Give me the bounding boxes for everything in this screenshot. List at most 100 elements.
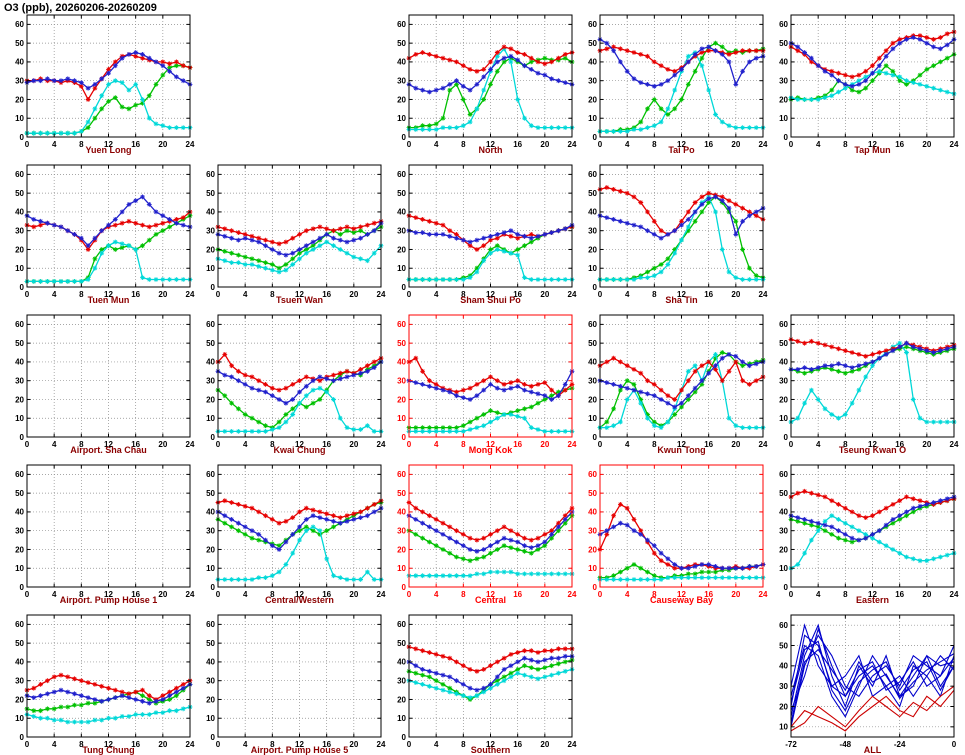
y-tick-label: 50 [397,39,406,48]
series-group [215,218,384,275]
y-tick-label: 0 [784,433,789,442]
x-tick-label: 0 [598,140,603,149]
y-tick-label: 50 [779,339,788,348]
x-tick-label: 8 [461,440,466,449]
y-tick-label: 0 [593,133,598,142]
y-tick-label: 60 [397,20,406,29]
y-tick-label: 40 [588,58,597,67]
y-tick-label: 30 [397,76,406,85]
y-tick-label: 10 [15,714,24,723]
chart-sham-shui-po: 0 4 8 12 16 20 24 0 10 20 30 40 50 60 Sham Shui Po [397,164,577,305]
x-tick-label: 8 [461,740,466,749]
chart-mong-kok: 0 4 8 12 16 20 24 0 10 20 30 40 50 60 Mong Kok [397,314,577,455]
y-tick-label: 40 [206,358,215,367]
x-tick-label: 16 [322,590,331,599]
x-tick-label: 16 [704,290,713,299]
y-tick-label: 0 [402,733,407,742]
x-tick-label: 12 [295,290,304,299]
series-group [406,355,575,434]
series-line-blue [790,644,955,718]
y-tick-label: 60 [15,470,24,479]
x-tick-label: 24 [377,440,386,449]
y-tick-label: 20 [588,245,597,254]
axis-ticks [408,165,573,288]
y-tick-label: 10 [206,564,215,573]
chart-tsuen-wan: 0 4 8 12 16 20 24 0 10 20 30 40 50 60 Tsuen Wan [206,164,386,305]
axis-labels: 0 4 8 12 16 20 24 0 10 20 30 40 50 60 [15,620,195,749]
axis-ticks [26,615,191,738]
y-tick-label: 30 [206,226,215,235]
x-tick-label: 0 [216,740,221,749]
grid-lines [600,315,763,437]
y-tick-label: 0 [20,133,25,142]
y-tick-label: 10 [397,564,406,573]
x-tick-label: 0 [407,740,412,749]
y-tick-label: 40 [588,508,597,517]
x-tick-label: 8 [79,140,84,149]
y-tick-label: 30 [15,526,24,535]
x-tick-label: 16 [131,440,140,449]
axis-ticks [408,465,573,588]
y-tick-label: 40 [206,508,215,517]
y-tick-label: 10 [588,414,597,423]
series-line-cyan [218,387,381,433]
y-tick-label: 50 [206,339,215,348]
axis-labels: 0 4 8 12 16 20 24 0 10 20 30 40 50 60 [206,320,386,449]
x-tick-label: 20 [731,290,740,299]
y-tick-label: 40 [206,658,215,667]
station-label: Yuen Long [86,145,132,155]
x-tick-label: 4 [434,290,439,299]
chart-causeway-bay: 0 4 8 12 16 20 24 0 10 20 30 40 50 60 Causeway Bay [588,464,768,605]
x-tick-label: 20 [349,290,358,299]
y-tick-label: 60 [397,320,406,329]
series-line-blue [790,648,955,723]
series-group [215,352,384,434]
x-tick-label: 8 [652,440,657,449]
axis-labels: 0 4 8 12 16 20 24 0 10 20 30 40 50 60 [397,170,577,299]
x-tick-label: 12 [295,740,304,749]
axis-ticks [599,165,764,288]
y-tick-label: 40 [397,208,406,217]
x-tick-label: 16 [322,740,331,749]
x-tick-label: 0 [25,590,30,599]
grid-lines [218,315,381,437]
x-tick-label: 20 [540,140,549,149]
y-tick-label: 20 [588,545,597,554]
series-line-cyan [600,51,763,133]
x-tick-label: 4 [52,590,57,599]
axis-ticks [599,15,764,138]
y-tick-label: 50 [15,489,24,498]
y-tick-label: 40 [588,358,597,367]
x-tick-label: 24 [950,590,959,599]
x-tick-label: 20 [158,590,167,599]
x-tick-label: 12 [295,440,304,449]
y-tick-label: 10 [397,414,406,423]
x-tick-label: 0 [598,440,603,449]
x-tick-label: -72 [785,740,797,749]
grid-lines [218,165,381,287]
y-tick-label: 0 [211,433,216,442]
chart-tseung-kwan-o: 0 4 8 12 16 20 24 0 10 20 30 40 50 60 Tseung Kwan O [779,314,959,455]
axis-ticks [26,315,191,438]
series-line-red [408,215,573,251]
chart-north: 0 4 8 12 16 20 24 0 10 20 30 40 50 60 North [397,14,577,155]
y-tick-label: 50 [206,639,215,648]
y-tick-label: 30 [779,682,788,691]
x-tick-label: 4 [625,290,630,299]
y-tick-label: 30 [779,376,788,385]
station-label: North [479,145,503,155]
axis-labels: -72 -48 -24 0 10 20 30 40 50 60 [779,621,957,749]
x-tick-label: 8 [79,440,84,449]
axis-ticks [790,315,955,438]
y-tick-label: 30 [15,676,24,685]
y-tick-label: 60 [779,20,788,29]
grid-lines [791,315,954,437]
y-tick-label: 50 [15,189,24,198]
y-tick-label: 30 [15,226,24,235]
x-tick-label: 8 [843,140,848,149]
y-tick-label: 20 [15,545,24,554]
station-label: Airport. Pump House 5 [251,745,349,755]
y-tick-label: 60 [15,320,24,329]
series-line-green [790,53,955,101]
